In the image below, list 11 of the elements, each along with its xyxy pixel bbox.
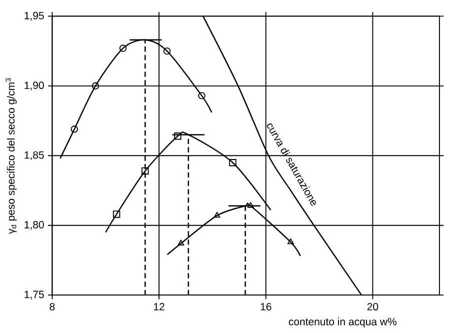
y-tick-label: 1,75: [24, 290, 44, 300]
x-tick-label: 12: [154, 302, 164, 310]
x-tick-label: 20: [367, 302, 378, 310]
y-tick-label: 1,80: [24, 221, 44, 230]
y-tick-label: 1,95: [24, 12, 44, 21]
x-axis-title: contenuto in acqua w%: [288, 318, 396, 328]
y-tick-label: 1,85: [24, 151, 44, 160]
x-tick-label: 8: [50, 302, 55, 310]
x-tick-label: 16: [260, 302, 272, 310]
y-axis-title: γ$_{d}$ peso specifico del secco g/cm$^{3}$: [6, 78, 17, 234]
y-tick-label: 1,90: [24, 82, 44, 90]
